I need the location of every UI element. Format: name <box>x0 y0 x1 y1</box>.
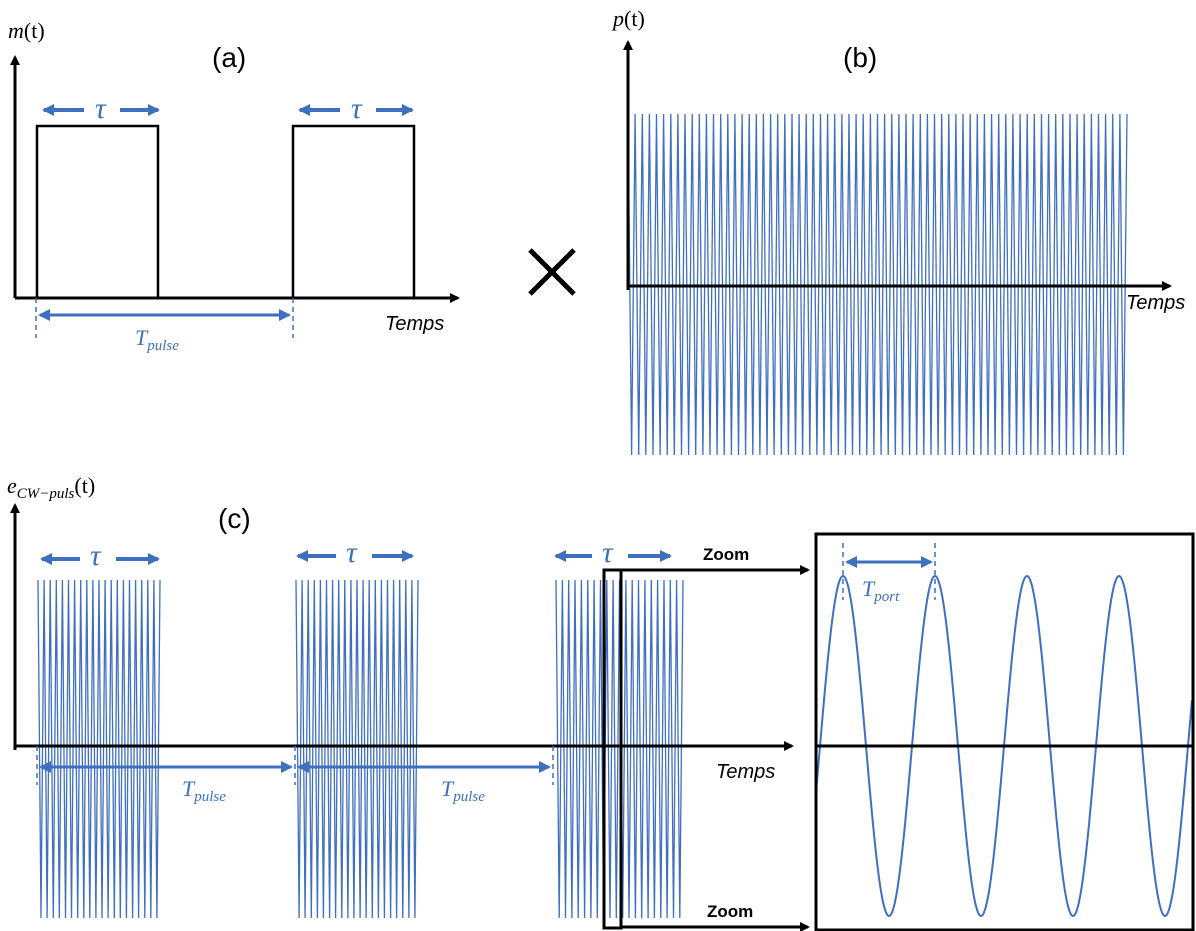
panel-a-tau-label: τ <box>95 92 107 125</box>
panel-b-carrier-wave <box>627 113 1128 456</box>
panel-a-x-label: Temps <box>385 313 444 335</box>
panel-c: eCW−puls(t) (c) τ τ τ Tpulse Tpulse Temp… <box>7 473 810 931</box>
panel-a: m(t) (a) τ τ Tpulse Temps <box>8 18 460 354</box>
zoom-label-top: Zoom <box>703 545 749 564</box>
panel-c-x-label: Temps <box>716 761 775 783</box>
panel-a-pulse-2 <box>291 124 416 298</box>
panel-b: p(t) (b) Temps <box>611 6 1185 456</box>
zoom-panel: Tport <box>814 532 1195 931</box>
zoom-frame <box>814 532 1195 931</box>
panel-a-y-label: m(t) <box>8 18 45 43</box>
panel-b-x-label: Temps <box>1126 292 1185 314</box>
zoom-period-label: Tport <box>862 576 900 605</box>
panel-b-y-label: p(t) <box>611 6 645 31</box>
panel-c-period-label-2: Tpulse <box>441 776 485 805</box>
zoom-label-bottom: Zoom <box>707 902 753 921</box>
panel-c-y-label: eCW−puls(t) <box>7 473 95 502</box>
panel-c-period-label-1: Tpulse <box>182 776 226 805</box>
panel-c-burst-1 <box>37 579 161 919</box>
panel-c-tau-label-1: τ <box>90 539 102 572</box>
panel-c-tau-label-2: τ <box>346 536 358 569</box>
panel-c-title: (c) <box>218 503 251 534</box>
panel-a-tau-label-2: τ <box>351 92 363 125</box>
panel-a-title: (a) <box>212 42 246 73</box>
panel-b-title: (b) <box>843 42 877 73</box>
panel-a-period-label: Tpulse <box>135 325 179 354</box>
panel-a-pulse-1 <box>35 124 160 298</box>
panel-c-burst-2 <box>295 579 419 919</box>
panel-c-tau-label-3: τ <box>602 536 614 569</box>
multiply-operator <box>528 248 576 296</box>
